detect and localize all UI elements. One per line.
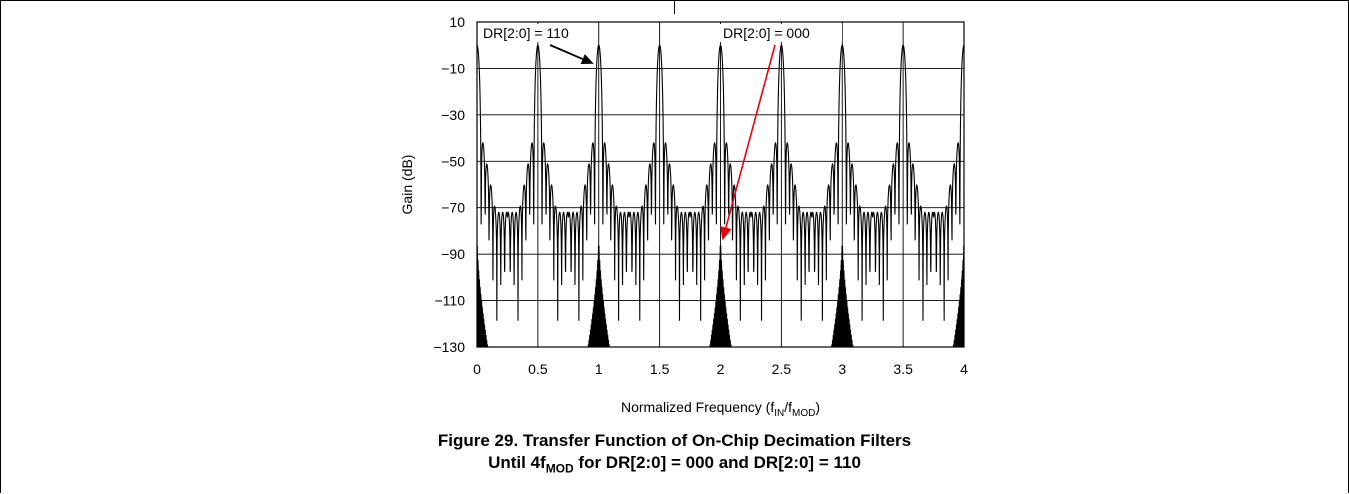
- annotation-box-110: [480, 24, 596, 42]
- series-dr-000-curve: [476, 245, 965, 347]
- y-tick-label: −50: [441, 153, 465, 169]
- y-tick-label: −110: [435, 293, 466, 309]
- x-tick-label: 4: [960, 361, 968, 377]
- transfer-function-chart: 10 −10 −30 −50 −70 −90 −110 −130 0 0.5 1 1.5 2 2.5 3 3…: [399, 14, 968, 419]
- annotation-arrow-110: [549, 44, 584, 60]
- y-tick-label: −70: [441, 200, 465, 216]
- y-tick-label: −130: [433, 339, 465, 355]
- x-tick-label: 0: [473, 361, 481, 377]
- annotation-box-000: [720, 24, 842, 42]
- y-tick-label: −90: [441, 246, 465, 262]
- annotations: DR[2:0] = 110 DR[2:0] = 000: [480, 24, 842, 241]
- series-dr-110-curve: [476, 44, 965, 321]
- x-axis-label-mid: /f: [784, 399, 792, 415]
- annotation-dr-110: DR[2:0] = 110: [483, 25, 569, 41]
- x-axis-label-end: ): [815, 399, 820, 415]
- x-axis-label: Normalized Frequency (fIN/fMOD): [621, 399, 820, 419]
- caption-line-2-pre: Until 4f: [488, 453, 546, 472]
- x-tick-label: 2.5: [772, 361, 792, 377]
- annotation-arrowhead-110: [580, 54, 594, 65]
- figure-caption: Figure 29. Transfer Function of On-Chip …: [0, 430, 1349, 479]
- annotation-arrow-000: [725, 44, 776, 228]
- y-tick-labels: 10 −10 −30 −50 −70 −90 −110 −130: [433, 14, 465, 355]
- x-axis-label-sub-in: IN: [774, 408, 784, 419]
- y-tick-label: −10: [441, 60, 465, 76]
- x-tick-label: 3: [838, 361, 846, 377]
- top-divider: [674, 0, 675, 14]
- y-tick-label: −30: [441, 107, 465, 123]
- caption-line-2: Until 4fMOD for DR[2:0] = 000 and DR[2:0…: [0, 452, 1349, 479]
- y-tick-label: 10: [449, 14, 465, 30]
- annotation-dr-000: DR[2:0] = 000: [723, 25, 810, 41]
- x-tick-label: 0.5: [528, 361, 548, 377]
- annotation-arrowhead-000: [720, 226, 732, 241]
- x-tick-label: 1: [595, 361, 603, 377]
- chart-curves: [476, 44, 965, 347]
- x-axis-label-sub-mod: MOD: [792, 408, 815, 419]
- x-tick-label: 2: [717, 361, 725, 377]
- y-axis-label: Gain (dB): [399, 155, 415, 215]
- caption-line-2-post: for DR[2:0] = 000 and DR[2:0] = 110: [573, 453, 861, 472]
- x-axis-label-main: Normalized Frequency (f: [621, 399, 774, 415]
- caption-line-2-sub: MOD: [545, 461, 574, 476]
- plot-area-border: [476, 21, 965, 348]
- x-tick-label: 3.5: [893, 361, 913, 377]
- caption-line-1: Figure 29. Transfer Function of On-Chip …: [437, 431, 912, 450]
- x-tick-label: 1.5: [650, 361, 670, 377]
- x-tick-labels: 0 0.5 1 1.5 2 2.5 3 3.5 4: [473, 361, 968, 377]
